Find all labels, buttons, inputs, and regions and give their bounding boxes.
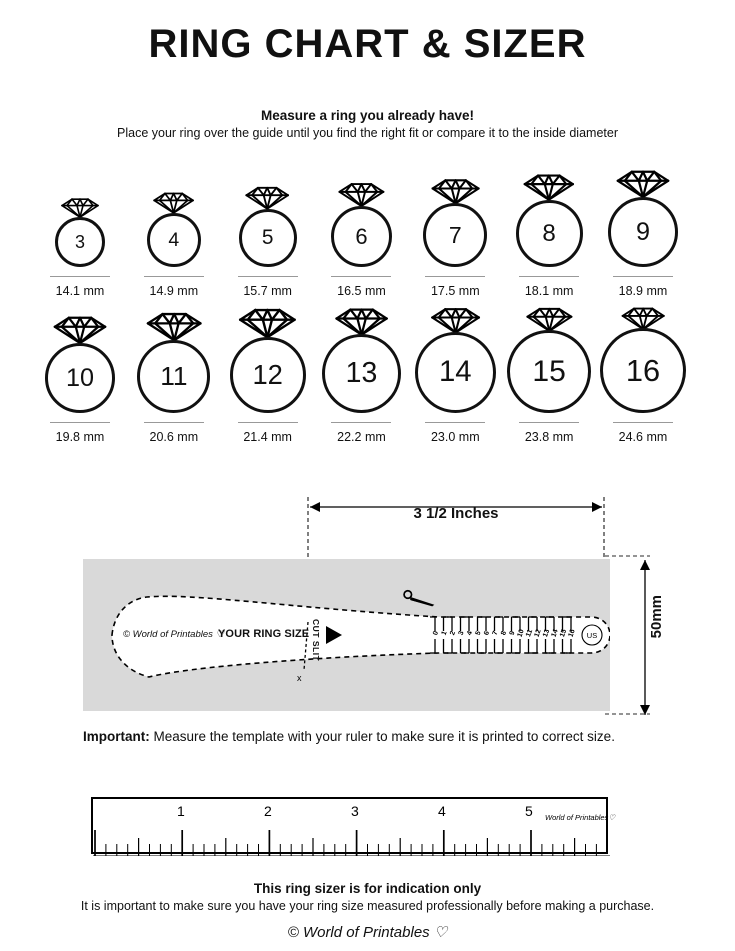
svg-text:5: 5 [475,630,483,636]
svg-text:2: 2 [449,630,457,636]
svg-text:10: 10 [517,628,526,638]
svg-text:8: 8 [500,630,508,636]
svg-text:12: 12 [534,628,543,638]
svg-text:1: 1 [441,630,449,636]
svg-text:6: 6 [483,630,491,636]
svg-text:15: 15 [559,628,568,638]
svg-text:3: 3 [458,630,466,636]
svg-text:0: 0 [432,630,440,636]
svg-text:14: 14 [551,628,560,638]
svg-text:9: 9 [509,630,517,636]
svg-text:4: 4 [466,630,474,636]
svg-text:13: 13 [542,628,551,638]
svg-text:7: 7 [492,630,500,636]
svg-text:16: 16 [568,628,577,638]
